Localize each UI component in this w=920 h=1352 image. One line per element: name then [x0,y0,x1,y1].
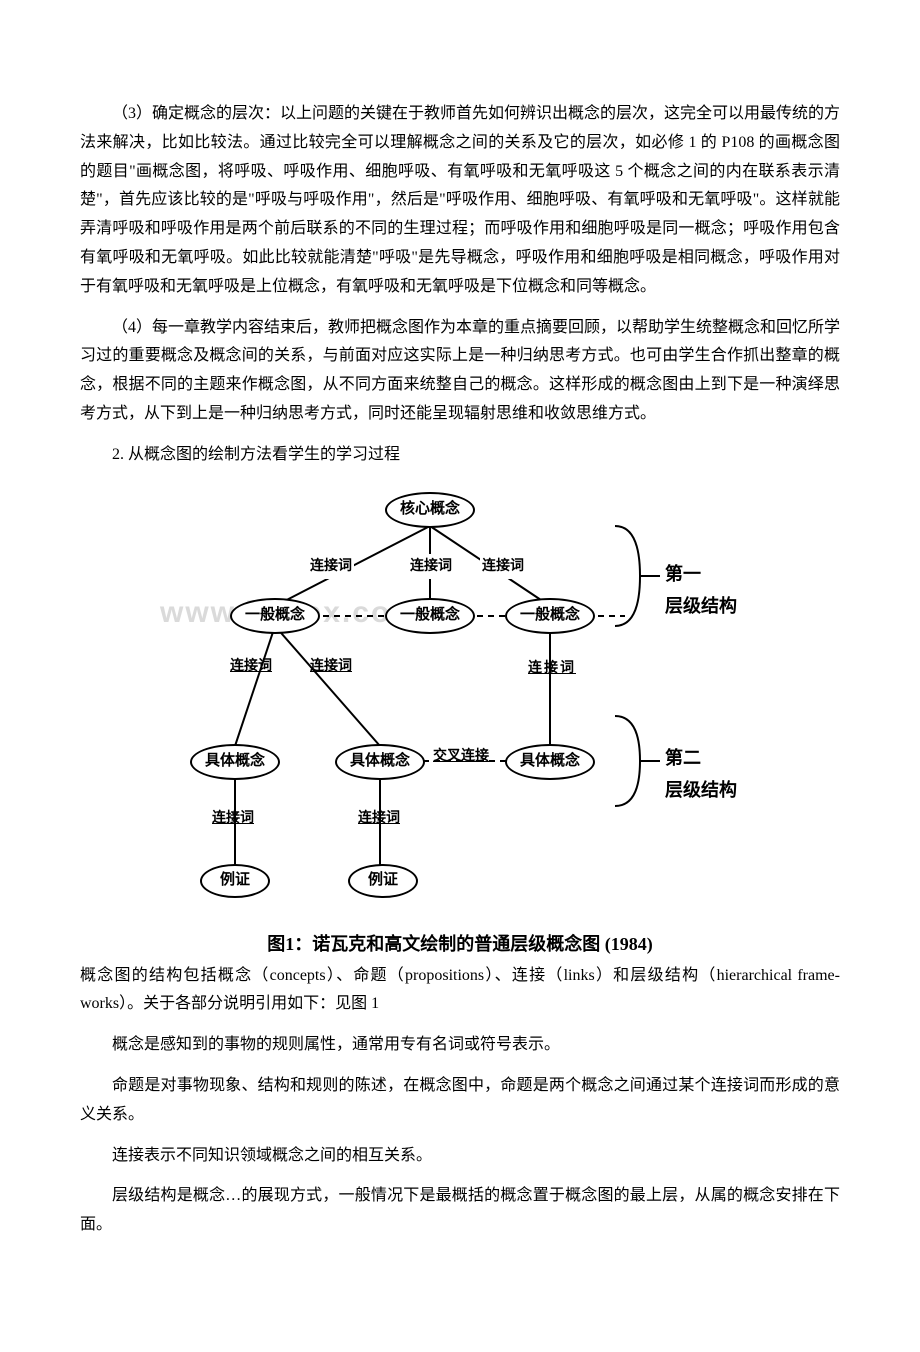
node-general-concept-3: 一般概念 [505,598,595,634]
node-specific-concept-2: 具体概念 [335,744,425,780]
node-specific-concept-3: 具体概念 [505,744,595,780]
concept-map-figure: www.bdeex.com 核心概念 [80,486,840,956]
paragraph-after-figure: 概念图的结构包括概念（concepts）、命题（propositions）、连接… [80,962,840,1020]
node-example-2: 例证 [348,864,418,898]
label-link-word-6: 连接词 [528,656,576,681]
label-link-word-4: 连接词 [230,654,272,679]
label-link-word-2: 连接词 [408,554,454,579]
paragraph-proposition-def: 命题是对事物现象、结构和规则的陈述，在概念图中，命题是两个概念之间通过某个连接词… [80,1072,840,1130]
paragraph-4: （4）每一章教学内容结束后，教师把概念图作为本章的重点摘要回顾，以帮助学生统整概… [80,314,840,429]
label-link-word-8: 连接词 [358,806,400,831]
label-link-word-1: 连接词 [308,554,354,579]
node-general-concept-1: 一般概念 [230,598,320,634]
node-example-1: 例证 [200,864,270,898]
paragraph-hierarchy-def: 层级结构是概念…的展现方式，一般情况下是最概括的概念置于概念图的最上层，从属的概… [80,1182,840,1240]
label-cross-link: 交叉连接 [433,744,489,769]
paragraph-link-def: 连接表示不同知识领域概念之间的相互关系。 [80,1142,840,1171]
section-heading-2: 2. 从概念图的绘制方法看学生的学习过程 [80,441,840,470]
node-core-concept: 核心概念 [385,492,475,528]
paragraph-concept-def: 概念是感知到的事物的规则属性，通常用专有名词或符号表示。 [80,1031,840,1060]
label-link-word-7: 连接词 [212,806,254,831]
label-link-word-5: 连接词 [310,654,352,679]
paragraph-3: （3）确定概念的层次：以上问题的关键在于教师首先如何辨识出概念的层次，这完全可以… [80,100,840,302]
node-specific-concept-1: 具体概念 [190,744,280,780]
node-general-concept-2: 一般概念 [385,598,475,634]
label-link-word-3: 连接词 [480,554,526,579]
